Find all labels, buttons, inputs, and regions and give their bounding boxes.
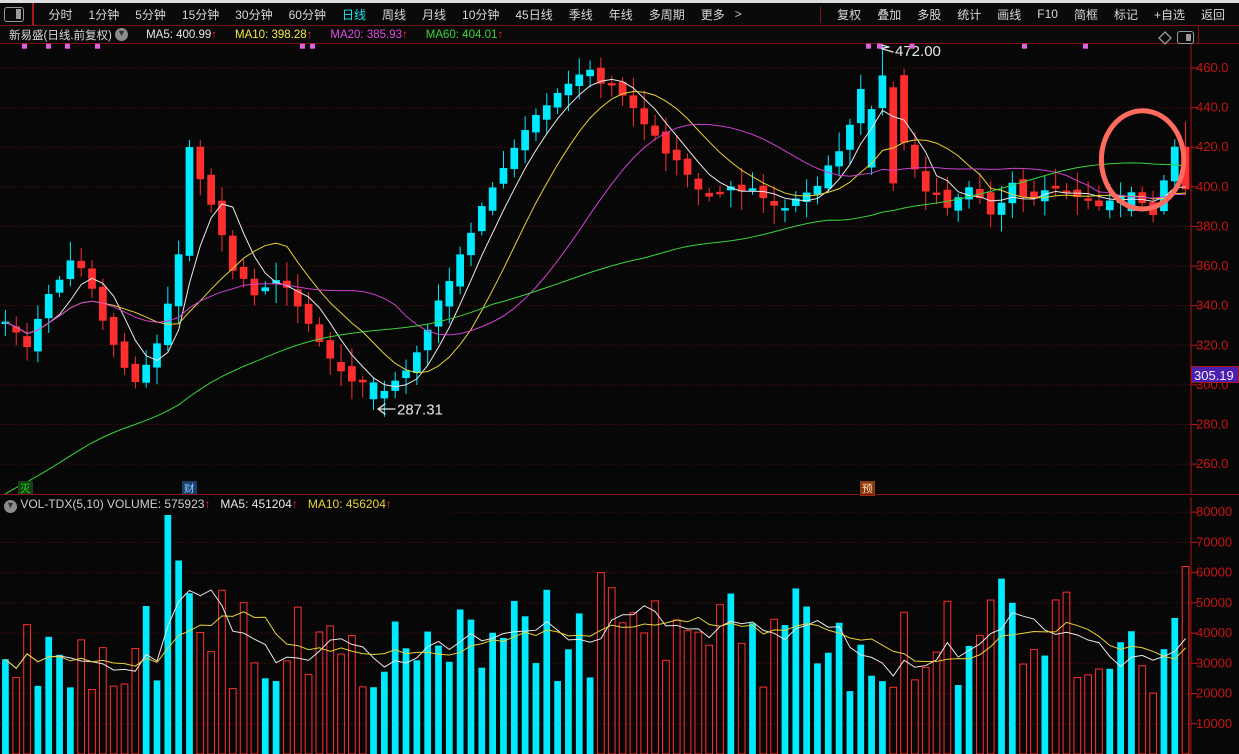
- svg-text:50000: 50000: [1196, 595, 1232, 610]
- svg-text:40000: 40000: [1196, 625, 1232, 640]
- svg-text:320.0: 320.0: [1196, 337, 1229, 352]
- svg-text:420.0: 420.0: [1196, 139, 1229, 154]
- svg-text:260.0: 260.0: [1196, 456, 1229, 471]
- svg-text:460.0: 460.0: [1196, 60, 1229, 75]
- svg-text:400.0: 400.0: [1196, 179, 1229, 194]
- svg-text:30000: 30000: [1196, 655, 1232, 670]
- svg-text:380.0: 380.0: [1196, 218, 1229, 233]
- svg-text:340.0: 340.0: [1196, 298, 1229, 313]
- svg-text:472.00: 472.00: [895, 43, 941, 60]
- svg-text:440.0: 440.0: [1196, 100, 1229, 115]
- svg-text:360.0: 360.0: [1196, 258, 1229, 273]
- svg-text:280.0: 280.0: [1196, 416, 1229, 431]
- svg-text:287.31: 287.31: [397, 402, 443, 419]
- svg-text:60000: 60000: [1196, 565, 1232, 580]
- svg-text:10000: 10000: [1196, 716, 1232, 731]
- svg-text:70000: 70000: [1196, 534, 1232, 549]
- svg-text:80000: 80000: [1196, 504, 1232, 519]
- svg-text:20000: 20000: [1196, 686, 1232, 701]
